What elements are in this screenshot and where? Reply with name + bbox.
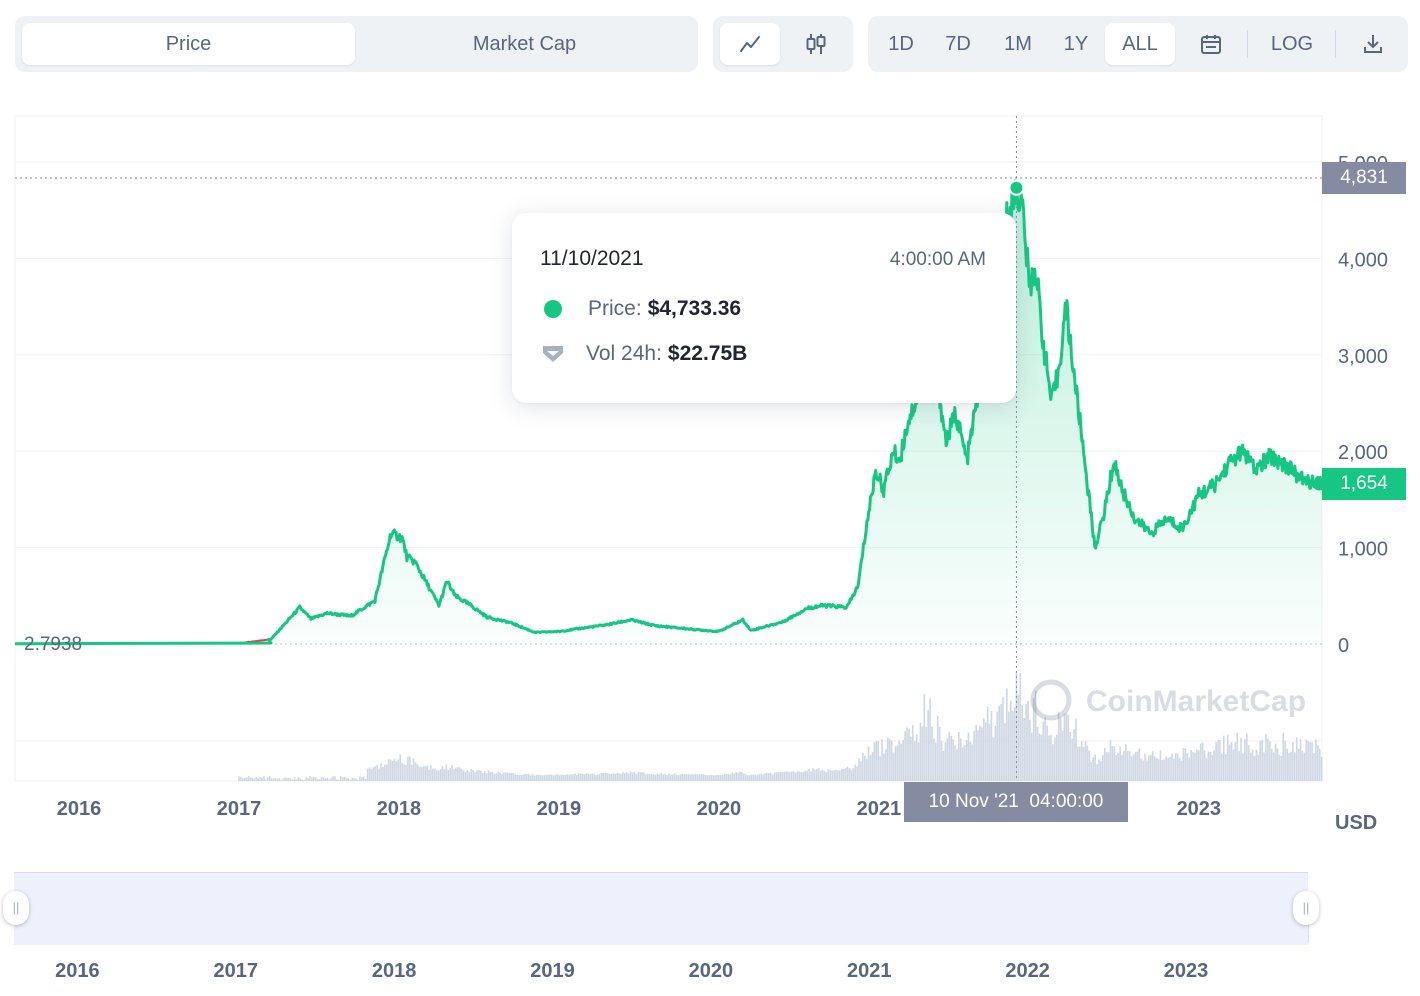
range-group: 1D 7D 1M 1Y ALL LOG [868,16,1408,72]
x-tick-label: 2017 [217,798,262,820]
y-tick-label: 4,000 [1338,249,1388,271]
x-tick-label: 2019 [537,798,582,820]
watermark-text: CoinMarketCap [1086,685,1306,718]
range-1d[interactable]: 1D [888,33,914,55]
chart-type-group [713,16,853,72]
price-area [15,180,1322,644]
x-tick-label: 2016 [57,798,102,820]
price-dot-icon [544,300,562,318]
download-button[interactable] [1346,23,1400,65]
crosshair-time-tag: 10 Nov '21 04:00:00 [904,782,1128,822]
candlestick-button[interactable] [786,23,846,65]
high-price-tag: 4,831 [1322,162,1406,194]
range-7d[interactable]: 7D [945,33,971,55]
tooltip-time: 4:00:00 AM [889,249,986,270]
coinmarketcap-watermark: CoinMarketCap [1030,679,1306,721]
navigator-tick-label: 2020 [689,960,734,982]
navigator-tick-label: 2016 [55,960,100,982]
calendar-icon [1201,35,1221,54]
candlestick-icon [806,34,826,54]
x-tick-label: 2023 [1177,798,1222,820]
navigator-right-handle[interactable]: || [1293,891,1319,925]
current-price-tag: 1,654 [1322,468,1406,500]
navigator-tick-label: 2021 [847,960,892,982]
toolbar-divider [1335,30,1336,58]
range-1y[interactable]: 1Y [1063,33,1089,55]
log-scale-toggle[interactable]: LOG [1270,33,1314,55]
toolbar-divider [1247,30,1248,58]
navigator-left-handle[interactable]: || [3,891,29,925]
volume-icon [543,346,563,362]
volume-bars [238,671,1323,781]
download-icon [1364,35,1382,53]
highlight-point [1008,179,1025,196]
tooltip-price-value: $4,733.36 [647,297,742,320]
price-line [14,179,1324,646]
navigator-tick-label: 2019 [530,960,575,982]
x-tick-label: 2018 [377,798,422,820]
line-chart-icon [740,36,760,52]
tooltip-price-row: Price: $4,733.36 [540,297,741,321]
tab-price[interactable]: Price [22,23,355,65]
navigator-tick-label: 2022 [1005,960,1050,982]
currency-label: USD [1335,812,1378,834]
navigator-axis: 2016 2017 2018 2019 2020 2021 2022 2023 [55,960,1208,982]
crosshair [15,116,1325,781]
tooltip-volume-value: $22.75B [667,342,748,365]
navigator-tick-label: 2018 [372,960,417,982]
navigator-tick-label: 2023 [1164,960,1209,982]
tooltip-volume-row: Vol 24h: $22.75B [540,341,747,367]
tooltip-date: 11/10/2021 [540,247,644,270]
start-price-label: 2.7938 [24,634,83,655]
navigator-tick-label: 2017 [213,960,258,982]
y-tick-label: 1,000 [1338,539,1388,561]
line-chart-button[interactable] [720,23,780,65]
y-tick-label: 0 [1338,635,1349,657]
view-toggle-group: Price Market Cap [15,16,698,72]
y-tick-label: 2,000 [1338,442,1388,464]
watermark-logo-icon [1030,679,1072,721]
range-all[interactable]: ALL [1105,23,1175,65]
tab-market-cap[interactable]: Market Cap [472,33,577,55]
calendar-button[interactable] [1186,23,1236,65]
x-tick-label: 2021 [857,798,902,820]
range-1m[interactable]: 1M [1004,33,1032,55]
tooltip-volume-label: Vol 24h: [586,342,662,365]
range-navigator[interactable] [14,872,1308,945]
chart-tooltip: 11/10/2021 4:00:00 AM Price: $4,733.36 V… [512,213,1016,403]
tooltip-price-label: Price: [588,297,642,320]
y-tick-label: 3,000 [1338,346,1388,368]
x-tick-label: 2020 [697,798,742,820]
